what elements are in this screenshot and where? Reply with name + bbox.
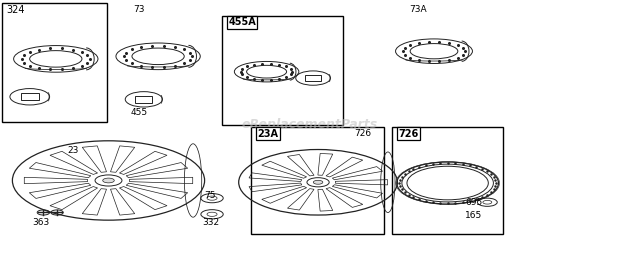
Text: 165: 165 [465, 211, 482, 220]
Text: 726: 726 [398, 129, 419, 138]
Bar [2, 3, 107, 122]
Bar [251, 127, 384, 234]
Text: 363: 363 [32, 218, 50, 227]
Circle shape [313, 180, 323, 184]
Text: 324: 324 [6, 5, 25, 15]
Bar [222, 16, 343, 125]
Text: 73A: 73A [409, 5, 427, 14]
Text: 332: 332 [203, 218, 220, 227]
Bar [21, 93, 38, 100]
Text: 695: 695 [465, 198, 482, 207]
Text: 23A: 23A [257, 129, 278, 138]
Text: 73: 73 [133, 5, 145, 14]
Text: 23: 23 [67, 146, 78, 155]
Text: 455: 455 [130, 108, 148, 116]
Text: 75: 75 [205, 191, 216, 200]
Text: 455A: 455A [228, 17, 256, 27]
Bar [392, 127, 503, 234]
Bar [135, 96, 153, 103]
Text: 726: 726 [355, 129, 372, 137]
Text: eReplacementParts: eReplacementParts [242, 118, 378, 131]
Bar [305, 75, 321, 81]
Circle shape [103, 178, 114, 183]
